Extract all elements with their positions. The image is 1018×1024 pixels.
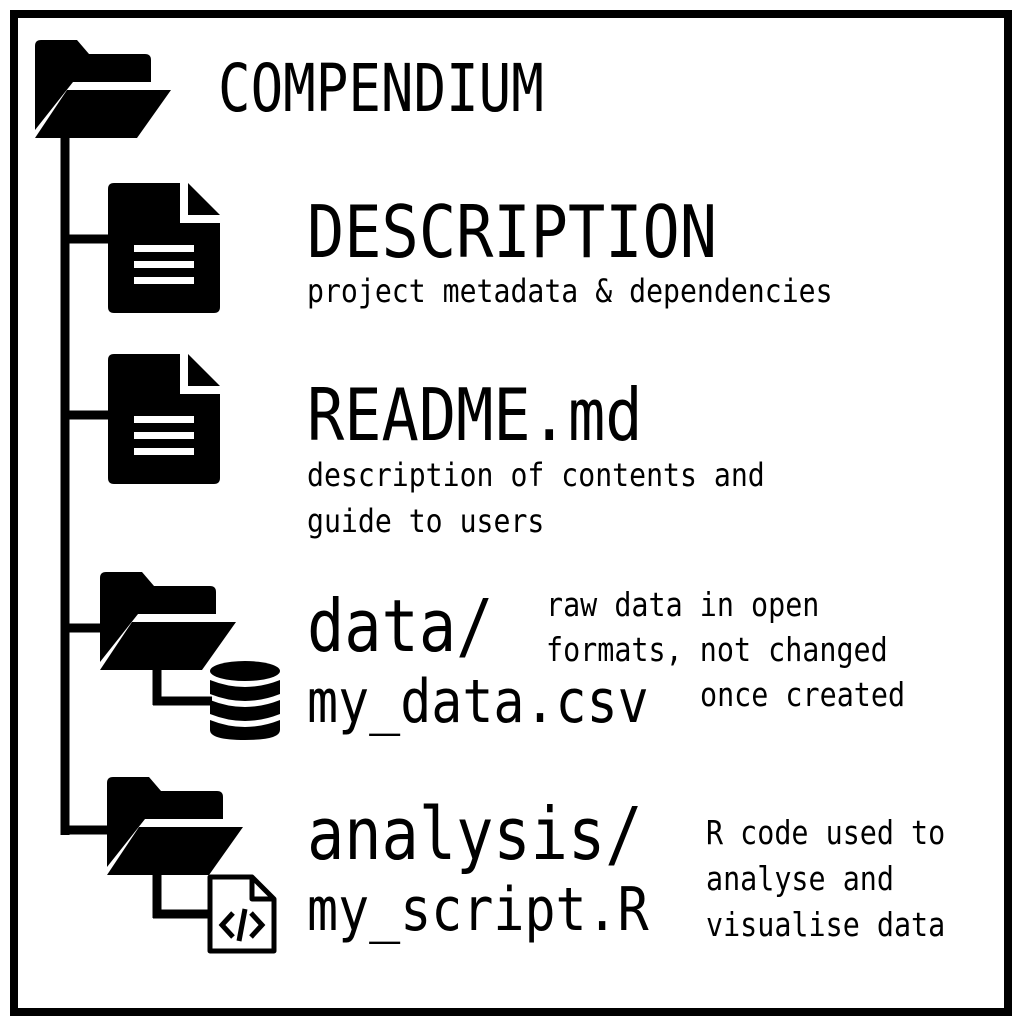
file-icon — [108, 354, 220, 484]
item-name-description: DESCRIPTION — [307, 190, 718, 274]
item-desc-description: project metadata & dependencies — [307, 272, 833, 310]
item-child-data: my_data.csv — [307, 667, 649, 737]
item-note-data-line1: raw data in open — [546, 585, 820, 624]
folder-open-icon — [100, 572, 236, 670]
file-icon — [108, 183, 220, 313]
item-name-analysis: analysis/ — [307, 792, 643, 876]
code-file-icon — [207, 874, 277, 954]
root-title: COMPENDIUM — [218, 50, 544, 127]
item-note-data-line2: formats, not changed — [546, 630, 888, 669]
item-desc-readme-line2: guide to users — [307, 502, 545, 540]
item-child-analysis: my_script.R — [307, 875, 649, 945]
item-desc-readme-line1: description of contents and — [307, 456, 765, 494]
database-icon — [210, 661, 280, 740]
item-note-analysis-line2: analyse and — [706, 859, 894, 898]
item-note-data-line3: once created — [700, 675, 906, 714]
folder-open-icon — [107, 777, 243, 875]
item-name-readme: README.md — [307, 373, 643, 457]
folder-open-icon — [35, 40, 171, 138]
item-note-analysis-line1: R code used to — [706, 813, 946, 852]
item-note-analysis-line3: visualise data — [706, 905, 946, 944]
item-name-data: data/ — [307, 584, 494, 668]
